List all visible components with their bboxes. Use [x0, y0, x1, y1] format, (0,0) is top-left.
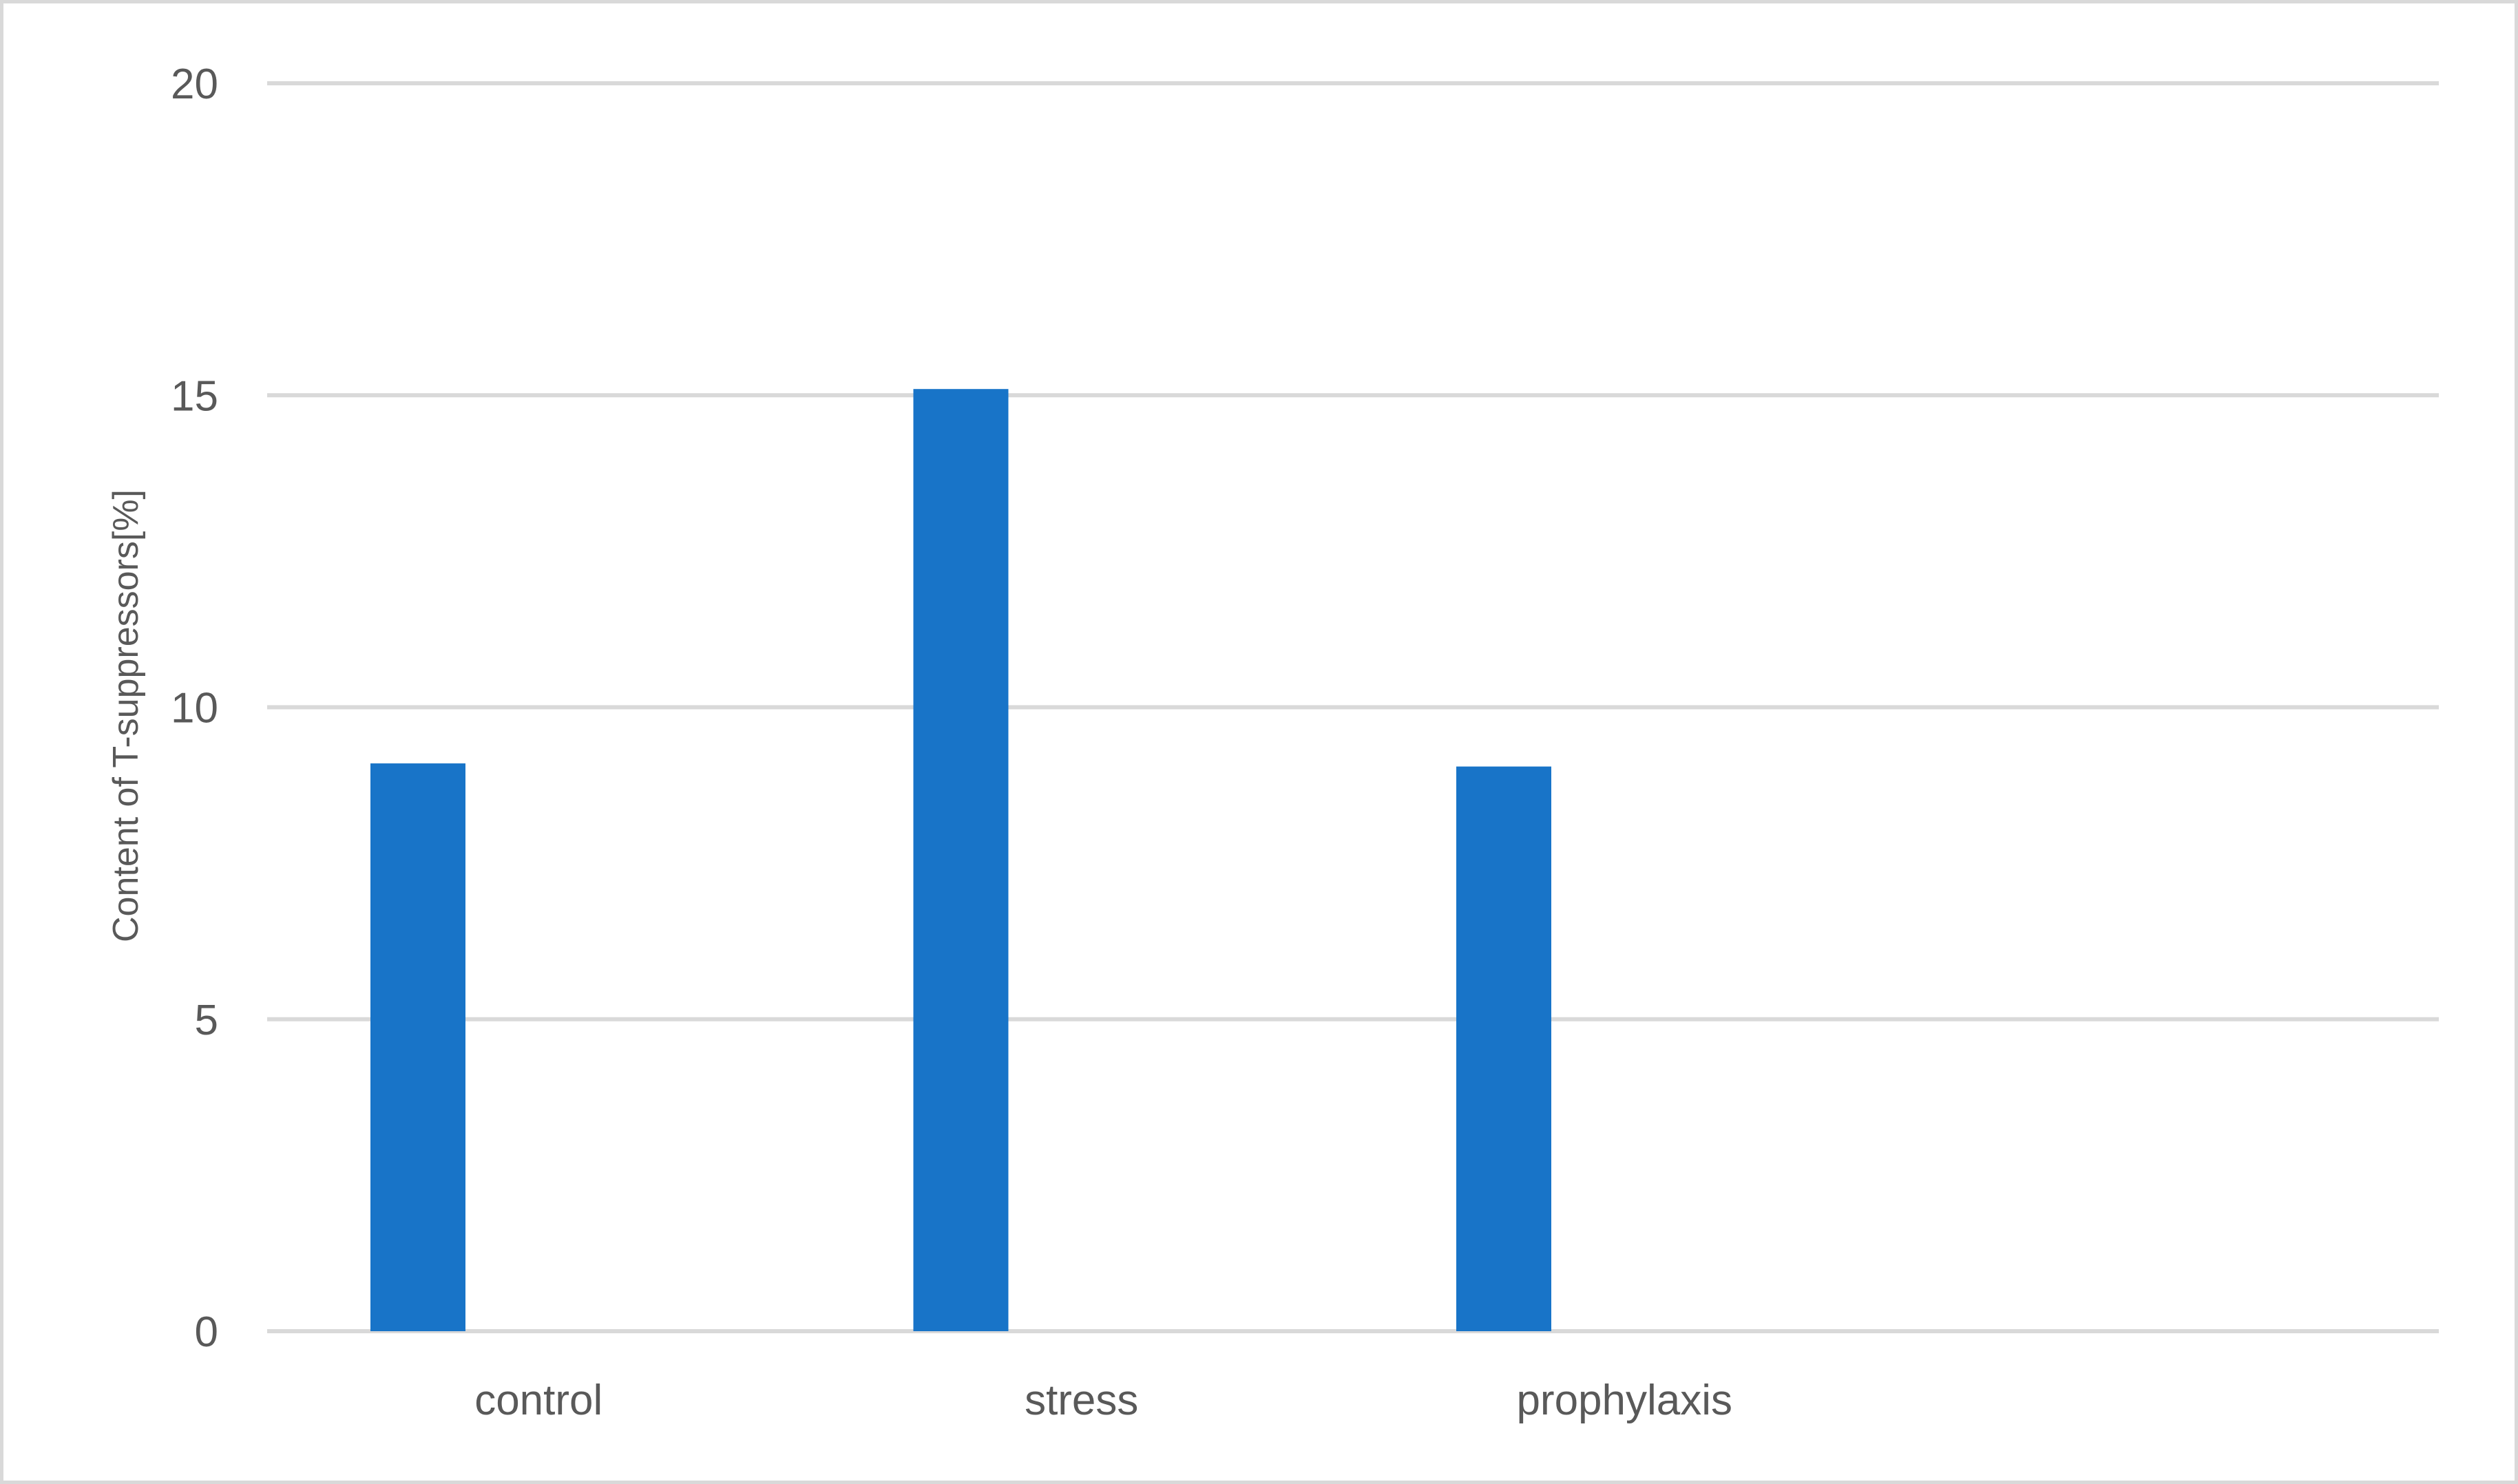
y-tick-label: 15 — [171, 372, 218, 420]
x-category-label-prophylaxis: prophylaxis — [1516, 1377, 1732, 1424]
x-axis-categories: control stress prophylaxis — [474, 1377, 1732, 1424]
x-category-label-stress: stress — [1025, 1377, 1138, 1424]
y-tick-label: 20 — [171, 61, 218, 108]
y-tick-label: 0 — [195, 1308, 218, 1356]
bars — [370, 389, 1551, 1331]
bar-stress — [913, 389, 1009, 1331]
bar-chart: 0 5 10 15 20 control stress prophylaxis Conten… — [106, 61, 2439, 1424]
bar-control — [370, 763, 465, 1331]
y-tick-label: 5 — [195, 997, 218, 1044]
y-tick-label: 10 — [171, 685, 218, 732]
x-category-label-control: control — [474, 1377, 602, 1424]
bar-prophylaxis — [1456, 766, 1551, 1331]
y-axis-ticks: 0 5 10 15 20 — [171, 61, 218, 1356]
gridlines — [267, 81, 2439, 1333]
y-axis-title: Content of T-suppressors[%] — [106, 489, 146, 942]
